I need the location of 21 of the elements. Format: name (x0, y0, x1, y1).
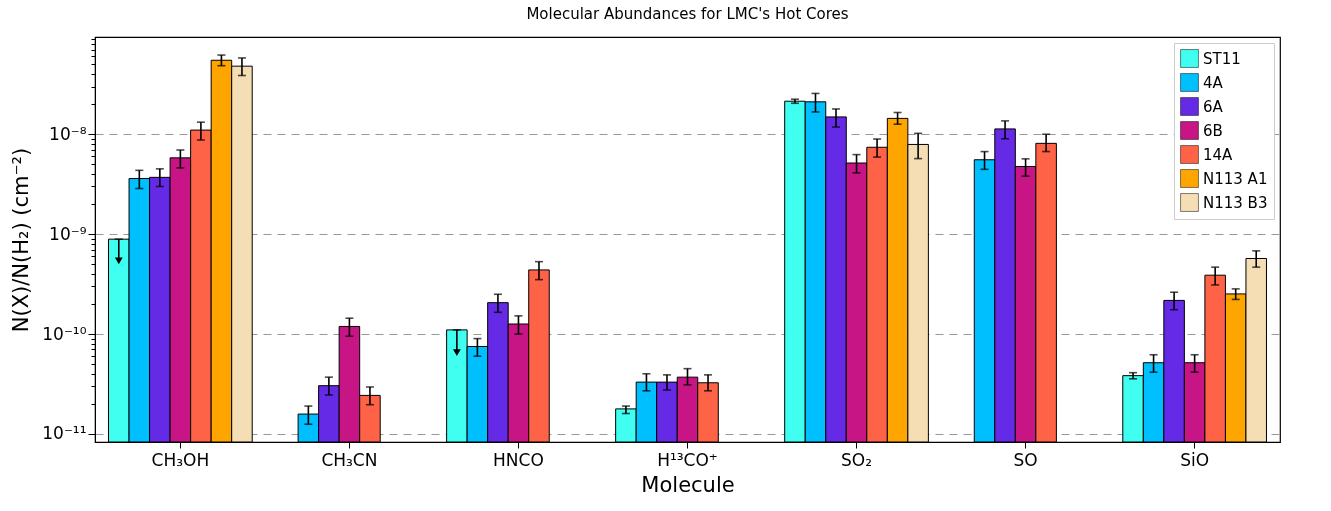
legend-label: N113 B3 (1203, 193, 1268, 212)
legend-label: 14A (1203, 145, 1234, 164)
x-tick-label: SO₂ (841, 449, 873, 470)
chart-title: Molecular Abundances for LMC's Hot Cores (526, 4, 849, 23)
legend-label: 6A (1203, 97, 1224, 116)
y-tick-label: 10⁻⁹ (49, 223, 87, 244)
x-tick-label: SiO (1180, 449, 1210, 470)
legend-label: N113 A1 (1203, 169, 1268, 188)
y-tick-label: 10⁻¹¹ (42, 423, 87, 444)
legend-label: 4A (1203, 73, 1224, 92)
y-tick-label: 10⁻⁸ (49, 123, 87, 144)
legend-label: ST11 (1203, 49, 1241, 68)
x-tick-label: H¹³CO⁺ (657, 449, 718, 470)
x-tick-label: SO (1013, 449, 1038, 470)
x-tick-label: HNCO (493, 449, 544, 470)
legend-label: 6B (1203, 121, 1223, 140)
y-axis-title: N(X)/N(H₂) (cm⁻²) (9, 147, 34, 333)
x-tick-label: CH₃OH (151, 449, 210, 470)
x-tick-label: CH₃CN (321, 449, 378, 470)
x-axis-title: Molecule (641, 472, 735, 497)
y-tick-label: 10⁻¹⁰ (42, 323, 87, 344)
